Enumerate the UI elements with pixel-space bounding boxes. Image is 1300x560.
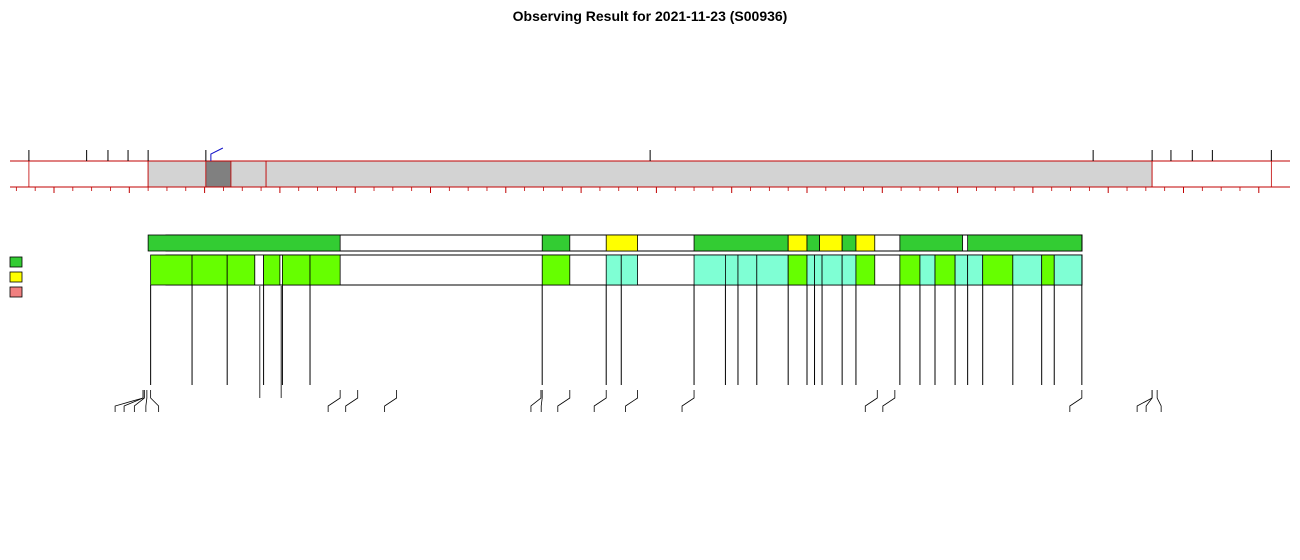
target-block-m31-w-nova [191, 254, 228, 286]
target-block-wds-grb-34 [725, 254, 739, 286]
status-segment [147, 234, 341, 252]
status-segment [819, 234, 843, 252]
state-event-leader [882, 390, 896, 412]
state-event-leader [530, 390, 542, 412]
target-block-ngc-1569-w-at [150, 254, 193, 286]
target-block-scholz-s-star [756, 254, 789, 286]
sky-band-bright [265, 160, 1153, 188]
sky-band-layer [10, 160, 1290, 188]
state-event-leader [681, 390, 695, 412]
target-block-su-tau [821, 254, 843, 286]
state-event-leader [1069, 390, 1083, 412]
target-block-c-2021-a1-leonard [934, 254, 956, 286]
sky-band-blank [205, 160, 232, 188]
target-block-rx-and [814, 254, 823, 286]
status-segment [787, 234, 808, 252]
target-block-ngc-6627-w-sn [226, 254, 256, 286]
state-event-leader [540, 390, 543, 412]
legend-swatch-completed [9, 256, 23, 268]
target-block-dx-cnc [1041, 254, 1055, 286]
state-event-leader [593, 390, 607, 412]
target-block-kug-0830-278-w-sn [1053, 254, 1083, 286]
state-event-leader [327, 390, 341, 412]
target-block-ngc-327-w-sn [309, 254, 341, 286]
target-block-ngc-9-w-sn [282, 254, 311, 286]
target-block-ugc-3240-w-sn [737, 254, 758, 286]
target-block-at2021yxa-cv [605, 254, 622, 286]
state-event-leader [150, 390, 160, 412]
status-segment [806, 234, 820, 252]
state-event-leader [114, 390, 144, 412]
sky-band-twilight [28, 160, 149, 188]
target-block-at2021aegf-cv [841, 254, 857, 286]
target-block-rr-leo [967, 254, 984, 286]
status-segment [899, 234, 964, 252]
state-event-layer [114, 286, 1162, 412]
hour-axis [15, 187, 1260, 193]
target-block-u-and [620, 254, 638, 286]
targets-row [150, 254, 1083, 385]
status-segment [967, 234, 1083, 252]
status-segment [841, 234, 857, 252]
target-block-blank [254, 254, 264, 286]
status-row [147, 234, 1083, 252]
target-block-ngc-1166-w-sn [541, 254, 571, 286]
sky-band-grey [147, 160, 207, 188]
status-legend [9, 256, 23, 298]
status-segment [855, 234, 876, 252]
status-segment [693, 234, 789, 252]
chart-title: Observing Result for 2021-11-23 (S00936) [513, 8, 788, 24]
legend-swatch-rejected [9, 286, 23, 298]
target-block-er-uma [919, 254, 936, 286]
state-event-leader [557, 390, 571, 412]
target-block-ugc-5751-w-sn [982, 254, 1014, 286]
state-event-leader [1156, 390, 1162, 412]
state-event-leader [384, 390, 398, 412]
sky-band-grey [230, 160, 267, 188]
legend-swatch-partially-completed [9, 271, 23, 283]
target-block-nova-cas-2021 [787, 254, 808, 286]
twilight-event-layer [28, 147, 1272, 161]
state-event-leader [123, 390, 144, 412]
target-block-67p-churyumov-gerasimenko [899, 254, 921, 286]
moonrise-leader-line [210, 147, 224, 161]
status-segment [541, 234, 571, 252]
state-event-leader [625, 390, 638, 412]
target-block-ugc-5760-w-sn [1012, 254, 1043, 286]
target-block-ngc-1400-w-at [693, 254, 726, 286]
sky-band-twilight [1151, 160, 1272, 188]
state-event-leader [1145, 390, 1153, 412]
target-block-rr-lyr [263, 254, 281, 286]
status-segment [605, 234, 638, 252]
target-block-hh-and [806, 254, 815, 286]
state-event-leader [345, 390, 359, 412]
state-event-leader [145, 390, 148, 412]
target-block-c-2019-l3-atlas [855, 254, 876, 286]
state-event-leader [133, 390, 145, 412]
target-block-sy-cnc [954, 254, 969, 286]
state-event-leader [864, 390, 878, 412]
